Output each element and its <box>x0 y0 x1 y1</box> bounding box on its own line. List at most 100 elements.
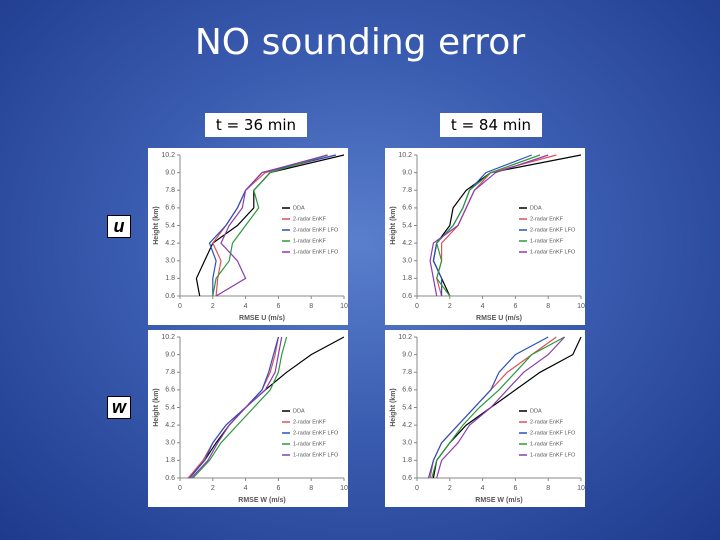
legend-label: 1-radar EnKF LFO <box>530 452 576 458</box>
y-tick-label: 0.6 <box>402 293 412 300</box>
y-tick-label: 4.2 <box>402 422 412 429</box>
x-tick-label: 0 <box>178 485 182 492</box>
slide-title: NO sounding error <box>194 22 526 63</box>
series-line <box>432 154 533 296</box>
y-tick-label: 3.0 <box>165 258 175 265</box>
row-label: u <box>107 215 131 238</box>
legend-label: DDA <box>530 205 542 211</box>
series-line <box>427 336 549 479</box>
chart: 0.6 1.8 3.0 4.2 5.4 6.6 7.8 9.0 10.2 0 2 4 6 8 10 RMSE … <box>148 148 348 325</box>
legend-label: 1-radar EnKF <box>530 238 564 244</box>
y-tick-label: 10.2 <box>161 152 175 159</box>
legend-label: 1-radar EnKF LFO <box>293 452 339 458</box>
x-tick-label: 0 <box>178 303 182 310</box>
legend-label: DDA <box>293 205 305 211</box>
x-tick-label: 6 <box>276 485 280 492</box>
y-tick-label: 10.2 <box>398 334 412 341</box>
legend-label: 2-radar EnKF <box>293 216 327 222</box>
x-tick-label: 10 <box>340 303 348 310</box>
y-tick-label: 0.6 <box>402 475 412 482</box>
series-line <box>208 154 336 296</box>
x-tick-label: 6 <box>513 303 517 310</box>
y-tick-label: 1.8 <box>165 275 175 282</box>
y-tick-label: 7.8 <box>165 187 175 194</box>
y-tick-label: 7.8 <box>165 369 175 376</box>
legend-label: 2-radar EnKF <box>530 216 564 222</box>
y-tick-label: 5.4 <box>402 404 412 411</box>
legend-label: 2-radar EnKF LFO <box>293 227 339 233</box>
x-tick-label: 8 <box>546 485 550 492</box>
x-tick-label: 8 <box>309 303 313 310</box>
y-tick-label: 6.6 <box>165 387 175 394</box>
legend-label: DDA <box>293 408 305 414</box>
y-tick-label: 7.8 <box>402 369 412 376</box>
legend-label: 1-radar EnKF LFO <box>530 249 576 255</box>
x-axis-label: RMSE U (m/s) <box>476 315 522 322</box>
y-tick-label: 0.6 <box>165 293 175 300</box>
y-axis-label: Height (km) <box>390 206 397 245</box>
x-tick-label: 0 <box>415 303 419 310</box>
series-line <box>436 336 566 479</box>
x-tick-label: 4 <box>244 485 248 492</box>
y-tick-label: 10.2 <box>398 152 412 159</box>
y-tick-label: 5.4 <box>402 222 412 229</box>
y-tick-label: 1.8 <box>402 457 412 464</box>
y-tick-label: 4.2 <box>402 240 412 247</box>
x-tick-label: 4 <box>244 303 248 310</box>
x-tick-label: 8 <box>546 303 550 310</box>
x-tick-label: 10 <box>577 303 585 310</box>
column-label: t = 84 min <box>440 113 542 137</box>
x-tick-label: 2 <box>211 303 215 310</box>
x-tick-label: 4 <box>481 303 485 310</box>
x-tick-label: 0 <box>415 485 419 492</box>
y-tick-label: 3.0 <box>402 440 412 447</box>
series-line <box>187 336 279 479</box>
legend-label: 1-radar EnKF <box>530 441 564 447</box>
y-tick-label: 9.0 <box>402 351 412 358</box>
row-label: w <box>107 396 131 419</box>
y-axis-label: Height (km) <box>153 388 160 427</box>
y-tick-label: 9.0 <box>165 351 175 358</box>
series-line <box>215 154 328 297</box>
chart: 0.6 1.8 3.0 4.2 5.4 6.6 7.8 9.0 10.2 0 2 4 6 8 10 RMSE … <box>148 330 348 507</box>
y-tick-label: 6.6 <box>402 387 412 394</box>
series-line <box>431 336 565 479</box>
y-tick-label: 4.2 <box>165 422 175 429</box>
legend-label: 2-radar EnKF LFO <box>293 430 339 436</box>
y-tick-label: 5.4 <box>165 404 175 411</box>
y-tick-label: 6.6 <box>165 205 175 212</box>
y-axis-label: Height (km) <box>390 388 397 427</box>
series-line <box>192 336 288 479</box>
y-tick-label: 9.0 <box>402 169 412 176</box>
x-axis-label: RMSE W (m/s) <box>238 497 285 504</box>
series-line <box>436 154 541 297</box>
y-tick-label: 3.0 <box>402 258 412 265</box>
series-line <box>432 154 582 297</box>
y-axis-label: Height (km) <box>153 206 160 245</box>
column-label: t = 36 min <box>205 113 307 137</box>
y-tick-label: 10.2 <box>161 334 175 341</box>
y-tick-label: 4.2 <box>165 240 175 247</box>
x-tick-label: 2 <box>211 485 215 492</box>
x-tick-label: 6 <box>276 303 280 310</box>
x-tick-label: 8 <box>309 485 313 492</box>
chart: 0.6 1.8 3.0 4.2 5.4 6.6 7.8 9.0 10.2 0 2 4 6 8 10 RMSE … <box>385 148 585 325</box>
legend-label: 2-radar EnKF <box>293 419 327 425</box>
legend-label: 1-radar EnKF <box>293 238 327 244</box>
series-line <box>189 336 279 479</box>
x-tick-label: 6 <box>513 485 517 492</box>
y-tick-label: 3.0 <box>165 440 175 447</box>
series-line <box>212 154 328 297</box>
legend-label: 2-radar EnKF LFO <box>530 430 576 436</box>
series-line <box>191 336 283 479</box>
legend-label: 1-radar EnKF LFO <box>293 249 339 255</box>
legend-label: 2-radar EnKF <box>530 419 564 425</box>
x-axis-label: RMSE U (m/s) <box>239 315 285 322</box>
x-axis-label: RMSE W (m/s) <box>475 497 522 504</box>
series-line <box>429 154 549 297</box>
series-line <box>212 154 336 297</box>
series-line <box>436 154 557 297</box>
y-tick-label: 9.0 <box>165 169 175 176</box>
y-tick-label: 1.8 <box>402 275 412 282</box>
